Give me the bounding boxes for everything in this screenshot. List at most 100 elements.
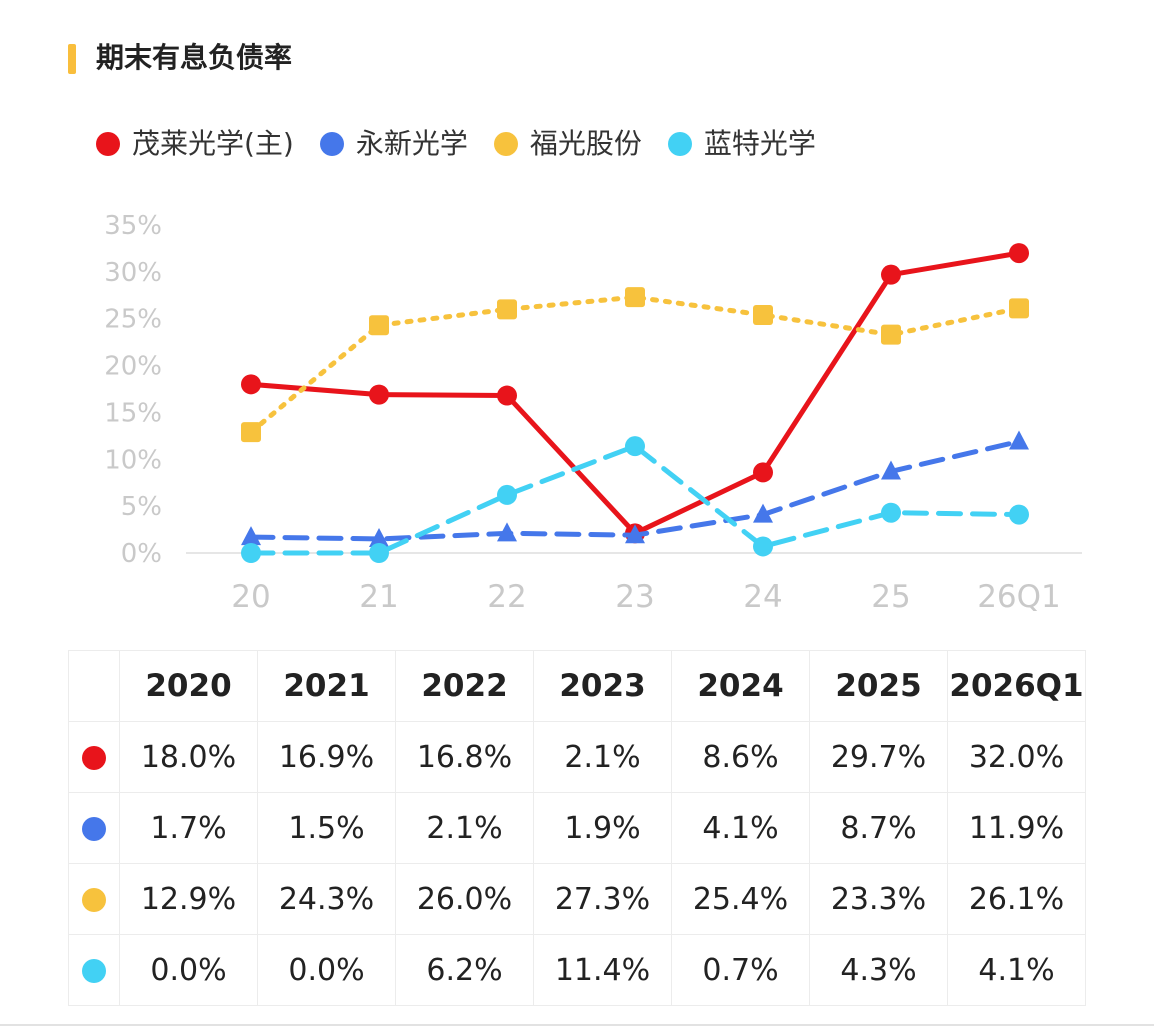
- data-point-0: [369, 384, 389, 405]
- row-color-dot: [82, 959, 106, 983]
- data-point-3: [1009, 504, 1029, 525]
- y-tick-label: 30%: [104, 258, 162, 288]
- table-cell: 1.5%: [257, 792, 396, 864]
- data-point-2: [881, 324, 901, 345]
- table-cell: 27.3%: [533, 863, 672, 935]
- legend-item: 茂莱光学(主): [96, 124, 294, 164]
- legend-marker: [667, 132, 692, 156]
- table-header-cell: 2020: [119, 650, 258, 722]
- table-cell: 8.6%: [671, 721, 810, 793]
- x-tick-label: 20: [231, 579, 270, 615]
- legend-label: 蓝特光学: [703, 127, 816, 160]
- x-tick-label: 24: [743, 579, 782, 615]
- table-cell: 25.4%: [671, 863, 810, 935]
- table-cell: 0.0%: [119, 934, 258, 1006]
- legend-item: 福光股份: [493, 124, 642, 164]
- line-chart: 0% 5% 10% 15% 20% 25% 30% 35% 20 21 22 23 24 25 26Q1: [104, 211, 1082, 615]
- row-color-dot: [82, 817, 106, 841]
- table-cell: 11.4%: [533, 934, 672, 1006]
- data-point-2: [241, 422, 261, 443]
- table-cell: 4.1%: [947, 934, 1086, 1006]
- table-cell: 26.0%: [395, 863, 534, 935]
- row-color-dot: [82, 746, 106, 770]
- table-cell: 18.0%: [119, 721, 258, 793]
- data-point-1: [881, 460, 901, 480]
- table-cell: 1.7%: [119, 792, 258, 864]
- y-tick-label: 15%: [104, 398, 162, 428]
- table-cell: 12.9%: [119, 863, 258, 935]
- table-header-cell: 2022: [395, 650, 534, 722]
- data-point-0: [497, 385, 517, 406]
- table-cell: 24.3%: [257, 863, 396, 935]
- bottom-divider: [0, 1024, 1154, 1026]
- table-cell: 16.9%: [257, 721, 396, 793]
- data-point-3: [753, 536, 773, 557]
- table-cell: 0.0%: [257, 934, 396, 1006]
- table-cell: 4.3%: [809, 934, 948, 1006]
- data-point-3: [241, 543, 261, 563]
- table-header-cell: 2026Q1: [947, 650, 1086, 722]
- legend-item: 永新光学: [319, 124, 468, 164]
- y-tick-label: 20%: [104, 352, 162, 382]
- x-tick-label: 25: [871, 579, 910, 615]
- table-cell: 4.1%: [671, 792, 810, 864]
- x-tick-label: 23: [615, 579, 654, 615]
- data-point-1: [241, 526, 261, 546]
- data-point-3: [625, 436, 645, 457]
- table-header-row: 2020 2021 2022 2023 2024 2025 2026Q1: [68, 650, 1086, 722]
- table-row-marker: [68, 934, 120, 1006]
- table-cell: 16.8%: [395, 721, 534, 793]
- data-point-2: [625, 287, 645, 308]
- data-point-3: [369, 543, 389, 563]
- table-corner-cell: [68, 650, 120, 722]
- data-point-3: [881, 502, 901, 523]
- table-cell: 23.3%: [809, 863, 948, 935]
- table-cell: 29.7%: [809, 721, 948, 793]
- legend-marker: [96, 132, 120, 156]
- y-tick-label: 0%: [121, 539, 162, 569]
- y-tick-label: 35%: [104, 211, 162, 241]
- table-header-cell: 2025: [809, 650, 948, 722]
- table-cell: 8.7%: [809, 792, 948, 864]
- legend-label: 茂莱光学(主): [132, 127, 294, 160]
- table-header-cell: 2023: [533, 650, 672, 722]
- data-point-1: [753, 503, 773, 523]
- table-row-marker: [68, 863, 120, 935]
- legend-label: 永新光学: [355, 127, 468, 160]
- table-row: 0.0% 0.0% 6.2% 11.4% 0.7% 4.3% 4.1%: [68, 934, 1086, 1006]
- data-point-2: [753, 304, 773, 325]
- y-tick-label: 10%: [104, 445, 162, 475]
- table-cell: 2.1%: [395, 792, 534, 864]
- x-tick-label: 26Q1: [977, 579, 1061, 615]
- table-cell: 11.9%: [947, 792, 1086, 864]
- y-tick-label: 25%: [104, 305, 162, 335]
- data-point-1: [625, 524, 645, 544]
- data-point-0: [753, 462, 773, 483]
- data-table: 2020 2021 2022 2023 2024 2025 2026Q1 18.…: [68, 650, 1086, 1006]
- table-cell: 0.7%: [671, 934, 810, 1006]
- table-cell: 26.1%: [947, 863, 1086, 935]
- table-row-marker: [68, 792, 120, 864]
- chart-title: 期末有息负债率: [96, 41, 293, 74]
- series-line-2: [248, 294, 1022, 435]
- legend: 茂莱光学(主) 永新光学 福光股份 蓝特光学: [96, 124, 842, 164]
- data-point-1: [1009, 430, 1029, 450]
- table-row: 1.7% 1.5% 2.1% 1.9% 4.1% 8.7% 11.9%: [68, 792, 1086, 864]
- data-point-2: [369, 315, 389, 336]
- data-point-0: [241, 374, 261, 395]
- legend-marker: [319, 132, 344, 156]
- row-color-dot: [82, 888, 106, 912]
- title-accent-bar: [68, 44, 76, 74]
- data-point-2: [1009, 298, 1029, 319]
- table-cell: 2.1%: [533, 721, 672, 793]
- table-row-marker: [68, 721, 120, 793]
- table-cell: 6.2%: [395, 934, 534, 1006]
- table-cell: 1.9%: [533, 792, 672, 864]
- table-header-cell: 2024: [671, 650, 810, 722]
- data-point-3: [497, 484, 517, 505]
- legend-label: 福光股份: [529, 127, 642, 160]
- data-point-0: [881, 264, 901, 285]
- x-tick-label: 21: [359, 579, 398, 615]
- data-point-0: [1009, 243, 1029, 264]
- table-cell: 32.0%: [947, 721, 1086, 793]
